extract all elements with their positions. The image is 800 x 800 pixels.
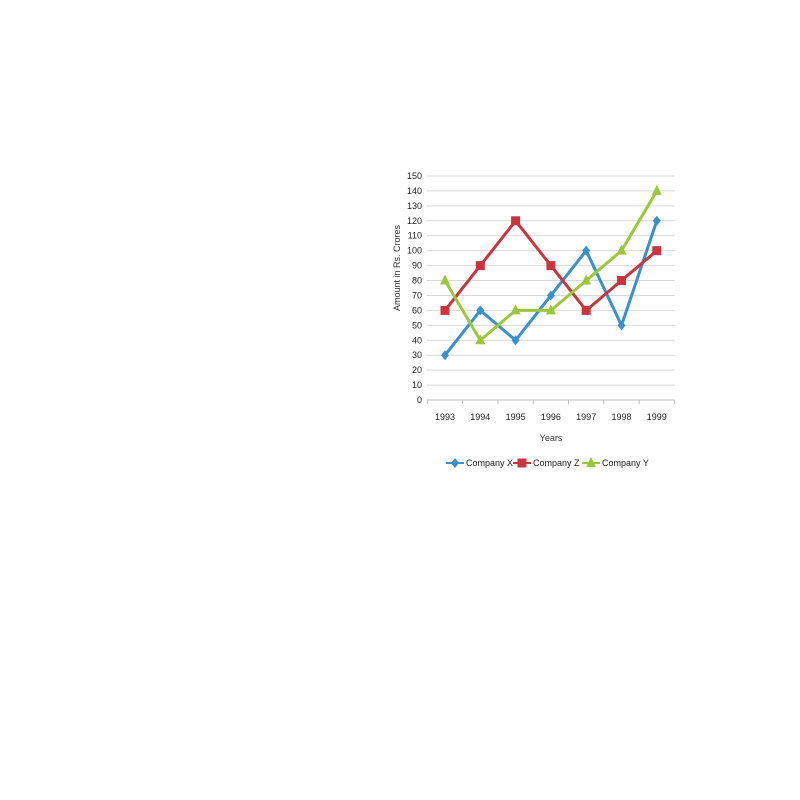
x-tick-label: 1996 xyxy=(541,412,561,422)
y-tick-label: 0 xyxy=(417,395,422,405)
data-point-diamond xyxy=(546,290,555,301)
data-point-square xyxy=(440,305,450,315)
x-tick-label: 1999 xyxy=(647,412,667,422)
x-axis-ticks: 1993 1994 1995 1996 1997 1998 1999 xyxy=(426,400,675,422)
data-point-triangle xyxy=(440,274,450,285)
legend-item: Company X xyxy=(446,458,513,468)
y-tick-label: 100 xyxy=(407,246,422,256)
y-tick-label: 30 xyxy=(412,350,422,360)
series-company-x xyxy=(441,215,661,361)
y-tick-label: 50 xyxy=(412,320,422,330)
legend-item: Company Y xyxy=(582,457,649,468)
data-point-diamond xyxy=(582,245,591,256)
y-tick-label: 70 xyxy=(412,290,422,300)
data-point-square xyxy=(511,216,521,226)
y-tick-label: 140 xyxy=(407,186,422,196)
y-tick-label: 90 xyxy=(412,261,422,271)
legend-label: Company Y xyxy=(602,458,649,468)
data-point-diamond xyxy=(617,320,626,331)
data-point-triangle xyxy=(616,244,627,255)
series-company-z xyxy=(440,216,662,315)
y-axis-title: Amount in Rs. Crores xyxy=(392,224,402,311)
data-point-square xyxy=(475,261,485,271)
data-point-square xyxy=(617,276,626,286)
x-tick-label: 1997 xyxy=(576,412,596,422)
legend-label: Company Z xyxy=(533,458,580,468)
x-axis-title: Years xyxy=(540,433,563,443)
legend: Company X Company Z Company Y xyxy=(446,457,649,468)
series-company-y xyxy=(440,184,662,345)
x-tick-label: 1998 xyxy=(611,412,631,422)
y-tick-label: 110 xyxy=(408,231,422,241)
data-point-diamond xyxy=(511,335,520,346)
legend-item: Company Z xyxy=(513,458,580,468)
y-tick-label: 120 xyxy=(407,216,422,226)
data-point-triangle xyxy=(581,274,592,285)
legend-marker xyxy=(586,457,596,467)
data-point-square xyxy=(652,246,662,256)
data-point-triangle xyxy=(545,304,556,315)
x-tick-label: 1995 xyxy=(506,412,526,422)
y-tick-label: 80 xyxy=(412,276,422,286)
data-point-triangle xyxy=(475,334,486,345)
data-point-diamond xyxy=(652,215,661,226)
series-group xyxy=(440,184,662,361)
y-tick-label: 60 xyxy=(412,305,422,315)
y-tick-label: 40 xyxy=(412,335,422,345)
y-tick-label: 150 xyxy=(407,171,422,181)
y-tick-label: 10 xyxy=(412,380,422,390)
data-point-triangle xyxy=(510,304,521,315)
y-tick-label: 130 xyxy=(407,201,422,211)
y-axis-ticks: 0 10 20 30 40 50 60 70 80 90 100 110 120 130 140 150 xyxy=(407,171,422,405)
data-point-diamond xyxy=(476,305,485,316)
legend-marker xyxy=(451,458,459,468)
x-tick-label: 1994 xyxy=(470,412,490,422)
data-point-square xyxy=(546,261,556,271)
data-point-diamond xyxy=(441,350,449,361)
legend-label: Company X xyxy=(466,458,513,468)
y-tick-label: 20 xyxy=(412,365,422,375)
legend-marker xyxy=(517,458,527,468)
data-point-triangle xyxy=(651,184,662,195)
data-point-square xyxy=(581,305,591,315)
x-tick-label: 1993 xyxy=(435,412,455,422)
